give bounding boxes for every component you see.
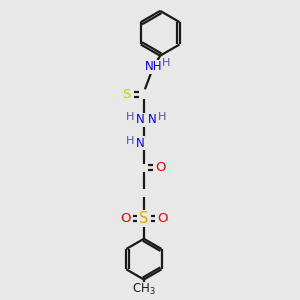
Text: H: H	[158, 112, 166, 122]
Text: CH$_3$: CH$_3$	[132, 282, 156, 297]
Text: H: H	[126, 136, 134, 146]
Text: N: N	[136, 137, 144, 150]
Text: O: O	[155, 161, 165, 174]
Text: H: H	[162, 58, 170, 68]
Text: O: O	[157, 212, 167, 225]
Text: N: N	[136, 113, 144, 126]
Text: N: N	[148, 113, 156, 126]
Text: S: S	[139, 211, 148, 226]
Text: NH: NH	[145, 60, 163, 74]
Text: O: O	[120, 212, 131, 225]
Text: H: H	[126, 112, 134, 122]
Text: S: S	[122, 88, 131, 101]
